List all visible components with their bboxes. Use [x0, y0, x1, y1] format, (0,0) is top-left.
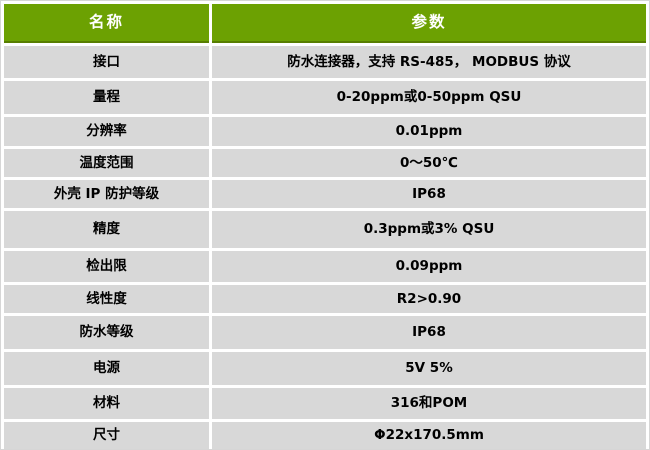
header-name-column: 名称 — [4, 4, 209, 43]
row-name: 外壳 IP 防护等级 — [4, 180, 209, 208]
row-name: 温度范围 — [4, 149, 209, 177]
row-name: 尺寸 — [4, 422, 209, 449]
row-value: R2>0.90 — [212, 285, 646, 313]
table-row: 电源 5V 5% — [4, 352, 646, 385]
row-value: 316和POM — [212, 388, 646, 419]
row-name: 电源 — [4, 352, 209, 385]
table-row: 量程 0-20ppm或0-50ppm QSU — [4, 81, 646, 114]
row-value: Φ22x170.5mm — [212, 422, 646, 449]
header-param-column: 参数 — [212, 4, 646, 43]
row-value: 0.09ppm — [212, 251, 646, 282]
row-value: IP68 — [212, 316, 646, 349]
table-row: 检出限 0.09ppm — [4, 251, 646, 282]
table-row: 分辨率 0.01ppm — [4, 117, 646, 146]
row-name: 材料 — [4, 388, 209, 419]
row-name: 接口 — [4, 46, 209, 78]
row-value: 0-20ppm或0-50ppm QSU — [212, 81, 646, 114]
row-value: 防水连接器，支持 RS-485， MODBUS 协议 — [212, 46, 646, 78]
table-row: 接口 防水连接器，支持 RS-485， MODBUS 协议 — [4, 46, 646, 78]
row-value: 0～50℃ — [212, 149, 646, 177]
row-name: 分辨率 — [4, 117, 209, 146]
row-value: 0.3ppm或3% QSU — [212, 211, 646, 248]
row-value: 5V 5% — [212, 352, 646, 385]
table-row: 材料 316和POM — [4, 388, 646, 419]
row-name: 检出限 — [4, 251, 209, 282]
row-name: 防水等级 — [4, 316, 209, 349]
row-value: 0.01ppm — [212, 117, 646, 146]
table-row: 精度 0.3ppm或3% QSU — [4, 211, 646, 248]
table-row: 温度范围 0～50℃ — [4, 149, 646, 177]
table-row: 外壳 IP 防护等级 IP68 — [4, 180, 646, 208]
table-row: 尺寸 Φ22x170.5mm — [4, 422, 646, 449]
table-header-row: 名称 参数 — [4, 4, 646, 43]
row-name: 线性度 — [4, 285, 209, 313]
row-name: 量程 — [4, 81, 209, 114]
table-row: 防水等级 IP68 — [4, 316, 646, 349]
row-value: IP68 — [212, 180, 646, 208]
table-row: 线性度 R2>0.90 — [4, 285, 646, 313]
row-name: 精度 — [4, 211, 209, 248]
